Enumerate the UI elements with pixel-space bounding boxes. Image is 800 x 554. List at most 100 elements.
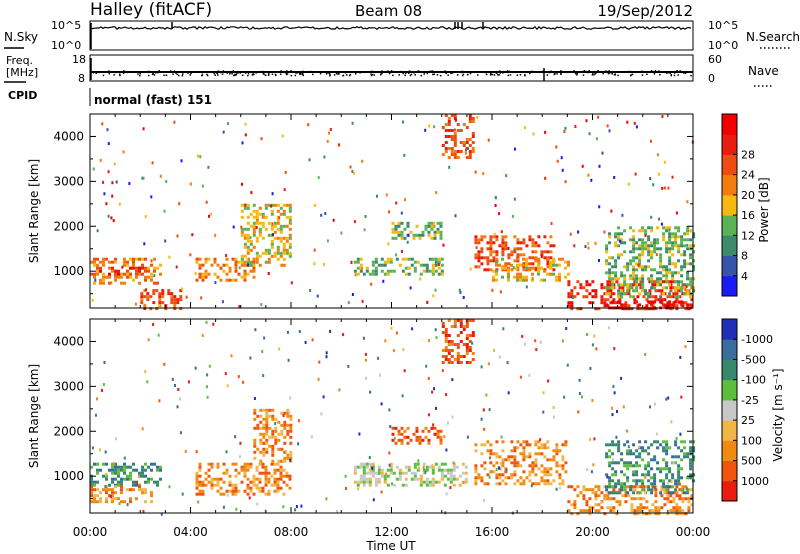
velocity-cell bbox=[683, 455, 687, 459]
velocity-cell bbox=[207, 480, 211, 484]
power-cell bbox=[397, 224, 401, 228]
velocity-cell bbox=[267, 489, 271, 493]
velocity-cell bbox=[692, 473, 696, 477]
power-cell bbox=[681, 283, 685, 287]
velocity-cell bbox=[594, 503, 598, 507]
power-cell bbox=[123, 260, 126, 264]
velocity-cell bbox=[627, 485, 631, 489]
velocity-echo bbox=[226, 493, 229, 497]
power-cell bbox=[525, 244, 529, 248]
power-cell bbox=[471, 147, 475, 150]
power-cell bbox=[431, 272, 435, 276]
velocity-cell bbox=[519, 452, 523, 456]
power-echo bbox=[163, 209, 166, 213]
velocity-cell bbox=[280, 432, 284, 436]
time-tick-label: 20:00 bbox=[575, 525, 610, 539]
power-echo bbox=[164, 239, 167, 243]
power-cell bbox=[204, 275, 208, 279]
power-cell bbox=[558, 278, 561, 282]
velocity-cell bbox=[528, 479, 532, 483]
velocity-cell bbox=[114, 471, 117, 475]
velocity-cell bbox=[138, 488, 141, 492]
power-echo bbox=[249, 236, 252, 240]
velocity-cell bbox=[198, 489, 202, 493]
power-echo bbox=[316, 294, 319, 298]
power-cell bbox=[126, 275, 129, 279]
velocity-echo bbox=[289, 458, 292, 462]
velocity-cell bbox=[416, 477, 420, 481]
velocity-cell bbox=[489, 461, 493, 465]
power-cbar-segment bbox=[722, 215, 737, 236]
velocity-cell bbox=[277, 420, 281, 424]
power-cell bbox=[623, 277, 627, 281]
power-cell bbox=[132, 266, 135, 270]
power-echo bbox=[454, 214, 457, 218]
power-cell bbox=[161, 292, 165, 296]
power-cell bbox=[675, 292, 679, 296]
power-cell bbox=[391, 221, 395, 225]
velocity-cell bbox=[216, 483, 220, 487]
power-cell bbox=[543, 278, 546, 282]
power-echo bbox=[281, 263, 283, 267]
velocity-cell bbox=[271, 408, 275, 412]
power-cell bbox=[680, 265, 684, 269]
power-cell bbox=[641, 253, 645, 257]
power-cell bbox=[570, 301, 574, 305]
velocity-cell bbox=[117, 474, 120, 478]
power-cell bbox=[167, 289, 171, 293]
velocity-cell bbox=[289, 414, 293, 418]
power-cell bbox=[638, 262, 642, 266]
power-cell bbox=[450, 147, 454, 150]
velocity-cell bbox=[368, 483, 372, 487]
power-cell bbox=[626, 289, 630, 293]
velocity-echo bbox=[612, 384, 615, 388]
velocity-cell bbox=[415, 438, 419, 442]
power-cell bbox=[453, 150, 457, 153]
velocity-cell bbox=[678, 512, 682, 516]
velocity-cell bbox=[111, 497, 114, 501]
power-cell bbox=[504, 241, 508, 245]
power-cell bbox=[600, 298, 604, 302]
velocity-cell bbox=[353, 480, 357, 484]
power-echo bbox=[361, 299, 364, 303]
velocity-echo bbox=[320, 412, 323, 416]
velocity-cell bbox=[225, 468, 229, 472]
velocity-cell bbox=[671, 473, 675, 477]
velocity-cell bbox=[656, 446, 660, 450]
velocity-cell bbox=[90, 477, 93, 481]
velocity-cell bbox=[258, 462, 262, 466]
velocity-cell bbox=[605, 452, 609, 456]
velocity-cell bbox=[234, 474, 238, 478]
nave-label: Nave bbox=[748, 64, 779, 78]
velocity-ytick-label: 1000 bbox=[53, 469, 84, 483]
power-cell bbox=[689, 253, 693, 257]
power-cell bbox=[609, 283, 613, 287]
velocity-cell bbox=[283, 459, 287, 463]
power-cell bbox=[644, 247, 648, 251]
power-cell bbox=[626, 283, 630, 287]
power-echo bbox=[560, 156, 563, 160]
power-cell bbox=[282, 251, 286, 255]
power-cell bbox=[146, 295, 150, 299]
velocity-cell bbox=[201, 480, 205, 484]
power-cell bbox=[492, 250, 496, 254]
power-cell bbox=[201, 275, 205, 279]
time-tick-label: 00:00 bbox=[73, 525, 108, 539]
power-echo bbox=[328, 131, 330, 135]
velocity-cell bbox=[276, 489, 280, 493]
velocity-echo bbox=[377, 356, 380, 360]
power-cell bbox=[368, 272, 372, 276]
velocity-cell bbox=[362, 465, 366, 469]
power-cell bbox=[114, 257, 117, 261]
velocity-cell bbox=[441, 349, 445, 352]
velocity-cell bbox=[543, 470, 547, 474]
power-cell bbox=[371, 269, 375, 273]
velocity-cell bbox=[608, 464, 612, 468]
velocity-cell bbox=[675, 485, 679, 489]
power-cell bbox=[525, 263, 528, 267]
velocity-cell bbox=[374, 480, 378, 484]
power-cell bbox=[258, 254, 262, 258]
power-cell bbox=[434, 257, 438, 261]
velocity-cell bbox=[237, 471, 241, 475]
velocity-cell bbox=[394, 426, 398, 430]
